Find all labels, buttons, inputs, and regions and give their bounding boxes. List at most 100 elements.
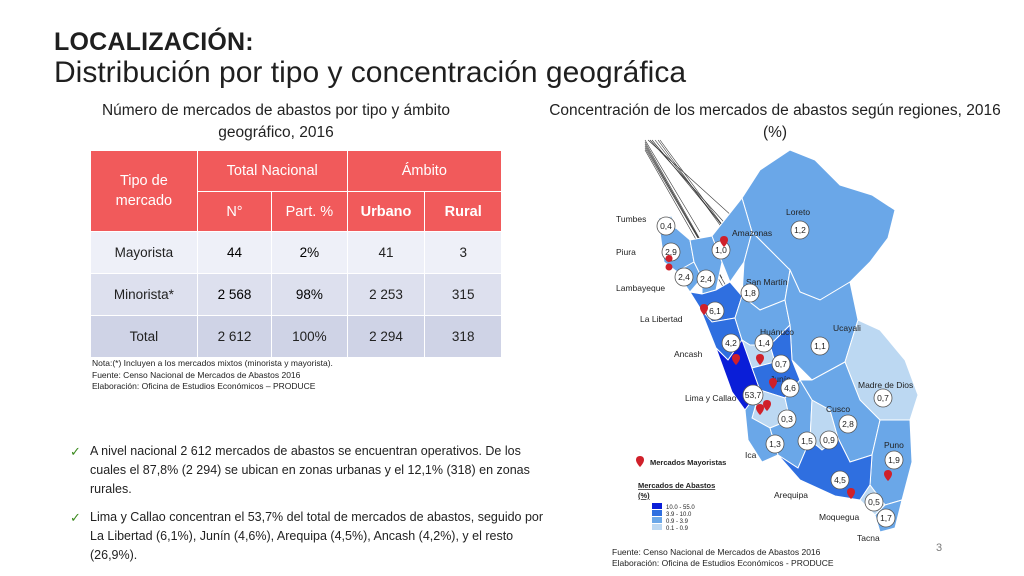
bubble-value: 2,4 — [678, 272, 690, 282]
bubble-la-libertad: 6,1 — [705, 301, 725, 321]
note-line: Elaboración: Oficina de Estudios Económi… — [92, 381, 316, 391]
label-ucayali: Ucayali — [833, 323, 861, 333]
label-amazonas: Amazonas — [732, 228, 772, 238]
cell-tipo: Minorista* — [90, 273, 198, 316]
label-ica: Ica — [745, 450, 757, 460]
cell-tipo: Mayorista — [90, 231, 198, 274]
bullet-item: ✓ A nivel nacional 2 612 mercados de aba… — [70, 442, 560, 499]
table-row: Mayorista 44 2% 41 3 — [90, 231, 502, 274]
bubble-value: 0,4 — [660, 221, 672, 231]
bubble-value: 0,9 — [823, 435, 835, 445]
bubble-value: 1,0 — [715, 245, 727, 255]
legend-range: 0.1 - 0.9 — [666, 526, 689, 532]
bubble-cajamarca: 2,4 — [696, 269, 716, 289]
bubble-pasco: 0,7 — [771, 354, 791, 374]
bubble-lambayeque: 2,4 — [674, 267, 694, 287]
bubble-value: 6,1 — [709, 306, 721, 316]
bubble-apurimac: 0,9 — [819, 430, 839, 450]
bubble-tumbes: 0,4 — [656, 216, 676, 236]
label-junin: Junín — [770, 374, 791, 384]
cell-urbano: 2 253 — [346, 273, 426, 316]
cell-n: 44 — [196, 231, 273, 274]
bullet-text: Lima y Callao concentran el 53,7% del to… — [90, 510, 544, 562]
bubble-value: 1,2 — [794, 225, 806, 235]
source-line: Elaboración: Oficina de Estudios Económi… — [612, 558, 834, 568]
page-title: LOCALIZACIÓN: — [54, 28, 254, 56]
bubble-ayacucho: 1,5 — [797, 431, 817, 451]
legend-swatch — [652, 510, 662, 516]
bubble-value: 4,5 — [834, 475, 846, 485]
bubble-value: 2,4 — [700, 274, 712, 284]
bubble-madre-de-dios: 0,7 — [873, 388, 893, 408]
bubble-value: 53,7 — [745, 390, 762, 400]
bubble-lima-callao: 53,7 — [742, 384, 764, 406]
legend-range: 3.9 - 10.0 — [666, 512, 692, 518]
cell-rural: 3 — [424, 231, 502, 274]
legend-range: 10.0 - 55.0 — [666, 505, 695, 511]
peru-map: Tumbes Piura Lambayeque Amazonas Loreto … — [616, 139, 919, 543]
label-moquegua: Moquegua — [819, 512, 859, 522]
label-la-libertad: La Libertad — [640, 314, 683, 324]
pin-icon — [763, 400, 771, 411]
header-tipo-label: Tipo de mercado — [115, 173, 173, 209]
bubble-value: 0,7 — [775, 359, 787, 369]
bubble-ucayali: 1,1 — [810, 336, 830, 356]
region-labels: Tumbes Piura Lambayeque Amazonas Loreto … — [616, 207, 913, 543]
bubble-arequipa: 4,5 — [830, 470, 850, 490]
bubble-value: 2,9 — [665, 247, 677, 257]
label-san-martin: San Martín — [746, 277, 788, 287]
bubble-amazonas: 1,0 — [711, 240, 731, 260]
bubble-huanuco: 1,4 — [754, 333, 774, 353]
note-line: Fuente: Censo Nacional de Mercados de Ab… — [92, 369, 301, 380]
map-caption: Concentración de los mercados de abastos… — [549, 102, 1001, 141]
bubble-moquegua: 0,5 — [864, 492, 884, 512]
label-tumbes: Tumbes — [616, 214, 646, 224]
header-tipo: Tipo de mercado — [90, 150, 198, 232]
cell-part: 100% — [271, 315, 348, 358]
table-caption: Número de mercados de abastos por tipo y… — [101, 102, 451, 141]
pin-icon — [769, 378, 777, 389]
legend-swatch — [652, 503, 662, 509]
pin-icon — [665, 263, 673, 271]
map-legend: Mercados Mayoristas Mercados de Abastos … — [636, 456, 726, 532]
table-notes: Nota:(*) Incluyen a los mercados mixtos … — [92, 358, 333, 393]
header-part: Part. % — [271, 191, 348, 232]
bubble-value: 0,3 — [781, 414, 793, 424]
cell-rural: 315 — [424, 273, 502, 316]
pin-icon — [756, 354, 764, 365]
bubble-value: 2,8 — [842, 419, 854, 429]
page-subtitle: Distribución por tipo y concentración ge… — [54, 56, 687, 89]
bubble-value: 1,3 — [769, 439, 781, 449]
label-loreto: Loreto — [786, 207, 810, 217]
bullet-list: ✓ A nivel nacional 2 612 mercados de aba… — [70, 442, 560, 574]
checkmark-icon: ✓ — [70, 444, 81, 459]
cell-part: 2% — [271, 231, 348, 274]
bubble-ica: 1,3 — [765, 434, 785, 454]
cell-n: 2 612 — [196, 315, 273, 358]
label-ancash: Ancash — [674, 349, 703, 359]
bubble-loreto: 1,2 — [790, 220, 810, 240]
markets-table: Tipo de mercado Total Nacional Ámbito N°… — [90, 150, 503, 358]
bubble-value: 1,1 — [814, 341, 826, 351]
header-total-nacional: Total Nacional — [196, 150, 348, 192]
page-number: 3 — [936, 542, 943, 554]
pin-icon — [756, 404, 764, 415]
map-source: Fuente: Censo Nacional de Mercados de Ab… — [612, 547, 834, 569]
bubble-value: 4,2 — [725, 338, 737, 348]
bubble-puno: 1,9 — [884, 450, 904, 470]
checkmark-icon: ✓ — [70, 510, 81, 525]
wholesale-pins — [665, 236, 892, 499]
source-line: Fuente: Censo Nacional de Mercados de Ab… — [612, 547, 821, 557]
label-cusco: Cusco — [826, 404, 850, 414]
header-rural: Rural — [424, 191, 502, 232]
pin-icon — [636, 456, 644, 467]
legend-abastos-title: Mercados de Abastos — [638, 481, 715, 490]
bubble-value: 1,9 — [888, 455, 900, 465]
bubble-value: 1,5 — [801, 436, 813, 446]
bubble-value: 4,6 — [784, 383, 796, 393]
table-row-total: Total 2 612 100% 2 294 318 — [90, 315, 502, 358]
label-lambayeque: Lambayeque — [616, 283, 665, 293]
cell-urbano: 2 294 — [346, 315, 426, 358]
bubble-ancash: 4,2 — [721, 333, 741, 353]
legend-swatch — [652, 524, 662, 530]
